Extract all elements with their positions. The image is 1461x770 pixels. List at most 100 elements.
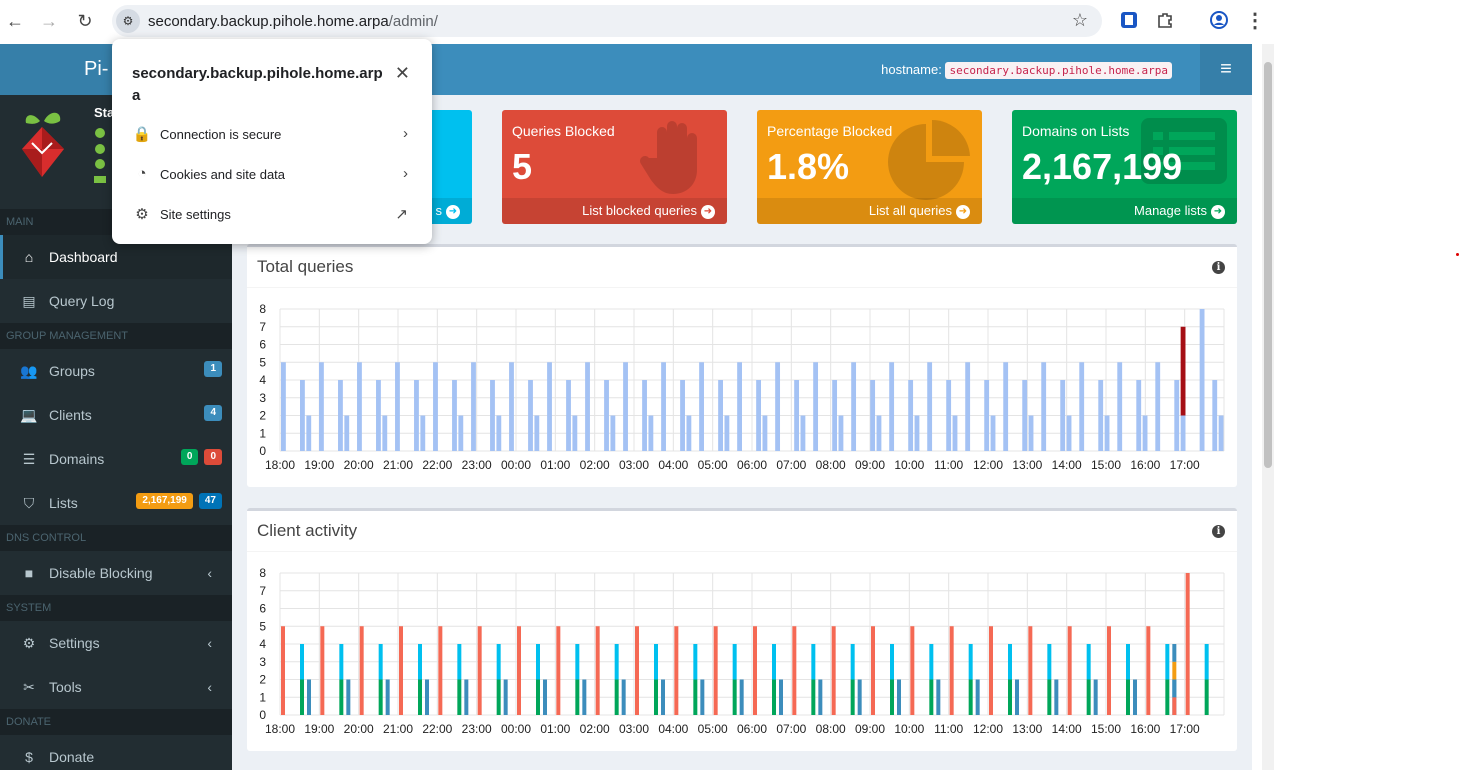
bar[interactable] [811, 644, 816, 680]
bar[interactable] [1165, 644, 1170, 680]
sidebar-item-domains[interactable]: ☰ Domains 0 0 [0, 437, 232, 481]
extension-shield-icon[interactable] [1118, 9, 1140, 31]
bar[interactable] [929, 679, 934, 716]
bar[interactable] [831, 626, 836, 715]
sidebar-item-tools[interactable]: ✂ Tools ‹ [0, 665, 232, 709]
bar[interactable] [753, 626, 757, 715]
bar[interactable] [614, 644, 619, 680]
bar[interactable] [300, 679, 304, 716]
bar[interactable] [438, 626, 443, 715]
bar[interactable] [1180, 326, 1186, 416]
bar[interactable] [927, 362, 933, 451]
bar[interactable] [890, 644, 894, 680]
bar[interactable] [378, 679, 383, 716]
bar[interactable] [897, 679, 901, 716]
bar[interactable] [889, 362, 895, 451]
bar[interactable] [648, 415, 654, 452]
bar[interactable] [1126, 644, 1130, 680]
bar[interactable] [908, 380, 914, 451]
bar[interactable] [496, 679, 501, 716]
card-footer-link[interactable]: List all queries ➜ [757, 198, 982, 224]
bar[interactable] [699, 362, 704, 451]
bar[interactable] [870, 380, 876, 451]
bar[interactable] [1126, 679, 1130, 716]
bar[interactable] [339, 644, 344, 680]
bar[interactable] [1098, 380, 1104, 451]
bar[interactable] [357, 362, 362, 451]
bar[interactable] [910, 626, 915, 715]
browser-menu-icon[interactable]: ⋮ [1245, 9, 1265, 32]
bar[interactable] [382, 415, 388, 452]
bar[interactable] [686, 415, 692, 452]
cookies-row[interactable]: ◔ Cookies and site data › [112, 155, 432, 195]
bar[interactable] [1086, 679, 1091, 716]
bar[interactable] [1086, 644, 1091, 680]
bar[interactable] [1136, 380, 1142, 451]
bar[interactable] [952, 415, 958, 452]
bar[interactable] [338, 380, 343, 451]
bar[interactable] [813, 362, 819, 451]
bar[interactable] [471, 362, 476, 451]
bar[interactable] [399, 626, 403, 715]
bar[interactable] [975, 679, 980, 716]
bar[interactable] [635, 626, 639, 715]
bar[interactable] [800, 415, 806, 452]
bar[interactable] [509, 362, 514, 451]
bar[interactable] [989, 626, 993, 715]
bar[interactable] [1008, 644, 1012, 680]
bar[interactable] [739, 679, 744, 716]
bar[interactable] [756, 380, 762, 451]
bar[interactable] [339, 679, 344, 716]
bar[interactable] [281, 362, 286, 451]
bar[interactable] [457, 644, 462, 680]
card-footer-link[interactable]: List blocked queries ➜ [502, 198, 727, 224]
bar[interactable] [838, 415, 844, 452]
bar[interactable] [718, 380, 723, 451]
bar[interactable] [1047, 679, 1052, 716]
bar[interactable] [914, 415, 920, 452]
bar[interactable] [654, 679, 658, 716]
bar[interactable] [359, 626, 364, 715]
bar[interactable] [306, 415, 312, 452]
bar[interactable] [1003, 362, 1009, 451]
bar[interactable] [1165, 679, 1170, 716]
bar[interactable] [458, 415, 464, 452]
bar[interactable] [990, 415, 996, 452]
close-icon[interactable]: ✕ [394, 63, 410, 83]
bar[interactable] [968, 644, 973, 680]
bar[interactable] [1172, 644, 1177, 662]
profile-icon[interactable] [1208, 9, 1230, 31]
bar[interactable] [965, 362, 971, 451]
bar[interactable] [772, 679, 776, 716]
bar[interactable] [832, 380, 838, 451]
bar[interactable] [536, 679, 540, 716]
bar[interactable] [395, 362, 400, 451]
bar[interactable] [857, 679, 862, 716]
sidebar-item-donate[interactable]: $ Donate [0, 735, 232, 770]
bar[interactable] [1022, 380, 1028, 451]
bar[interactable] [418, 679, 422, 716]
bar[interactable] [724, 415, 730, 452]
bar[interactable] [420, 415, 426, 452]
bar[interactable] [575, 679, 580, 716]
bar[interactable] [850, 679, 855, 716]
bar[interactable] [693, 679, 698, 716]
bar[interactable] [762, 415, 768, 452]
bar[interactable] [1107, 626, 1111, 715]
bar[interactable] [1146, 626, 1151, 715]
bar[interactable] [1204, 679, 1209, 716]
bar[interactable] [1079, 362, 1085, 451]
bar[interactable] [457, 679, 462, 716]
bar[interactable] [642, 380, 647, 451]
bar[interactable] [871, 626, 875, 715]
bar[interactable] [433, 362, 438, 451]
bar[interactable] [496, 415, 502, 452]
bar[interactable] [582, 679, 587, 716]
bookmark-star-icon[interactable]: ☆ [1071, 10, 1088, 30]
info-icon[interactable]: i [1212, 525, 1225, 538]
bar[interactable] [614, 679, 619, 716]
bar[interactable] [890, 679, 894, 716]
hamburger-menu-icon[interactable]: ≡ [1200, 44, 1252, 95]
bar[interactable] [794, 380, 800, 451]
bar[interactable] [300, 380, 305, 451]
